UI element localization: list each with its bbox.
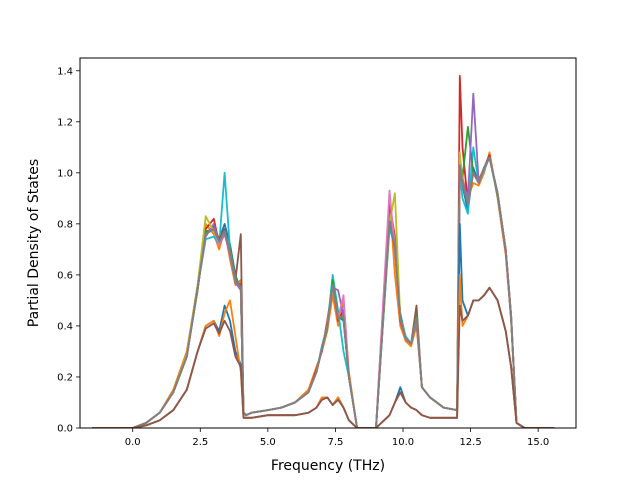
x-axis-label: Frequency (THz) — [271, 458, 385, 474]
y-tick-label: 0.0 — [57, 424, 73, 435]
y-tick-label: 0.8 — [57, 219, 73, 230]
x-tick-label: 2.5 — [192, 437, 208, 448]
y-tick-label: 1.0 — [57, 168, 73, 179]
y-tick-label: 1.4 — [57, 66, 73, 77]
series-line-13 — [92, 286, 555, 428]
y-tick-label: 0.6 — [57, 270, 73, 281]
x-tick-label: 10.0 — [392, 437, 414, 448]
y-tick-label: 0.2 — [57, 372, 73, 383]
x-axis-ticks: 0.0 2.5 5.0 7.5 10.0 12.5 15.0 — [125, 428, 549, 448]
series-line-10 — [92, 156, 555, 428]
x-tick-label: 0.0 — [125, 437, 141, 448]
y-tick-label: 0.4 — [57, 321, 73, 332]
x-tick-label: 15.0 — [527, 437, 549, 448]
x-tick-label: 7.5 — [327, 437, 343, 448]
series-layer — [92, 75, 555, 428]
y-tick-label: 1.2 — [57, 117, 73, 128]
x-tick-label: 5.0 — [260, 437, 276, 448]
plot-frame — [79, 57, 577, 429]
y-axis-label: Partial Density of States — [26, 159, 42, 327]
x-tick-label: 12.5 — [459, 437, 481, 448]
y-axis-ticks: 0.0 0.2 0.4 0.6 0.8 1.0 1.2 1.4 — [57, 66, 80, 435]
plot-area — [79, 57, 577, 429]
